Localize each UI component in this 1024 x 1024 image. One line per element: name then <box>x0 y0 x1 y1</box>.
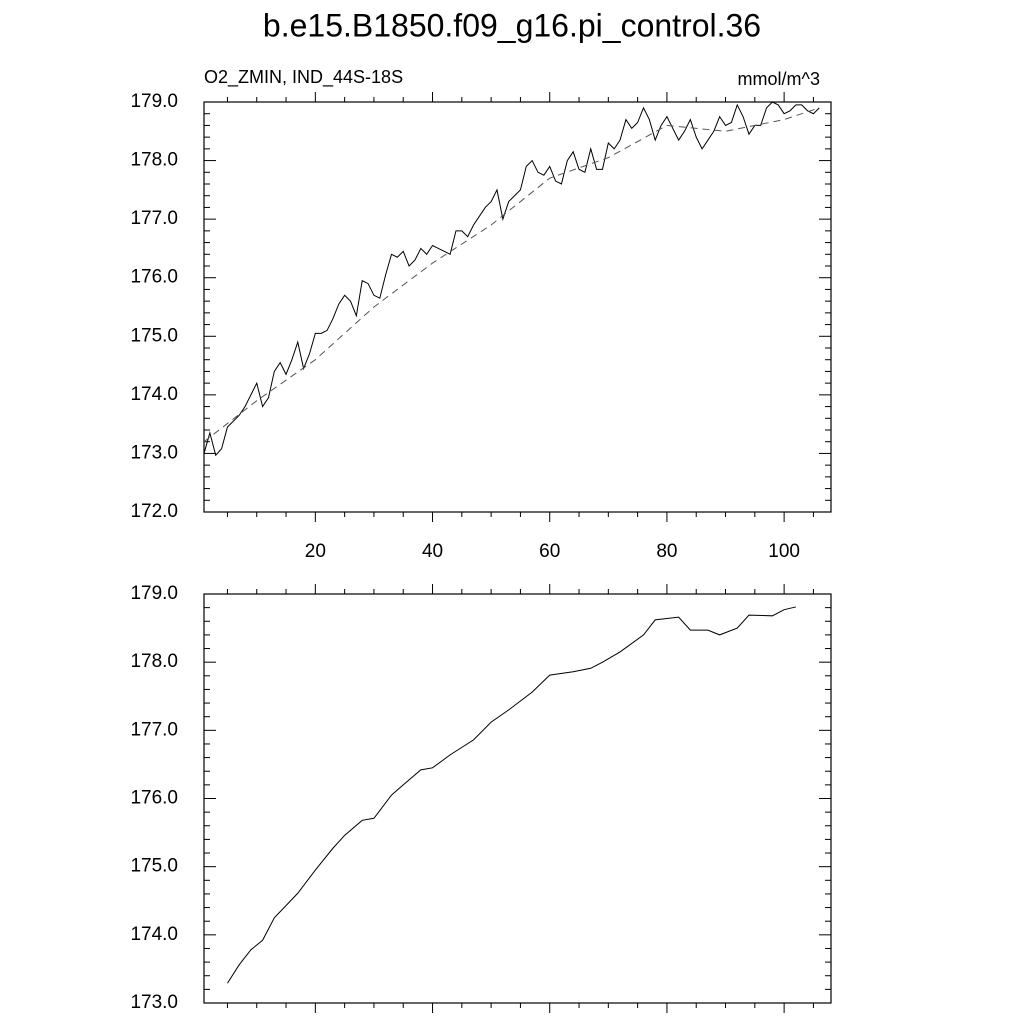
x-tick-label: 60 <box>539 541 560 562</box>
chart-title: b.e15.B1850.f09_g16.pi_control.36 <box>263 7 761 43</box>
y-tick-label: 172.0 <box>130 501 178 522</box>
data-line <box>203 107 820 443</box>
y-tick-label: 179.0 <box>130 583 178 604</box>
y-tick-label: 178.0 <box>130 651 178 672</box>
subtitle: O2_ZMIN, IND_44S-18S <box>204 67 403 88</box>
y-tick-label: 174.0 <box>130 924 178 945</box>
y-tick-label: 176.0 <box>130 267 178 288</box>
y-tick-label: 175.0 <box>130 856 178 877</box>
plot-frame <box>203 101 832 513</box>
plot-frame <box>203 593 832 1004</box>
y-tick-label: 174.0 <box>130 384 178 405</box>
y-tick-label: 178.0 <box>130 150 178 171</box>
y-tick-label: 176.0 <box>130 788 178 809</box>
data-line <box>227 606 796 984</box>
x-tick-label: 80 <box>656 541 677 562</box>
x-tick-label: 100 <box>768 541 800 562</box>
y-tick-label: 177.0 <box>130 208 178 229</box>
y-tick-label: 173.0 <box>130 442 178 463</box>
units: mmol/m^3 <box>738 69 820 89</box>
x-tick-label: 40 <box>422 541 443 562</box>
y-tick-label: 173.0 <box>130 992 178 1013</box>
y-tick-label: 175.0 <box>130 325 178 346</box>
y-tick-label: 179.0 <box>130 91 178 112</box>
data-line <box>203 101 820 457</box>
x-tick-label: 20 <box>305 541 326 562</box>
y-tick-label: 177.0 <box>130 719 178 740</box>
